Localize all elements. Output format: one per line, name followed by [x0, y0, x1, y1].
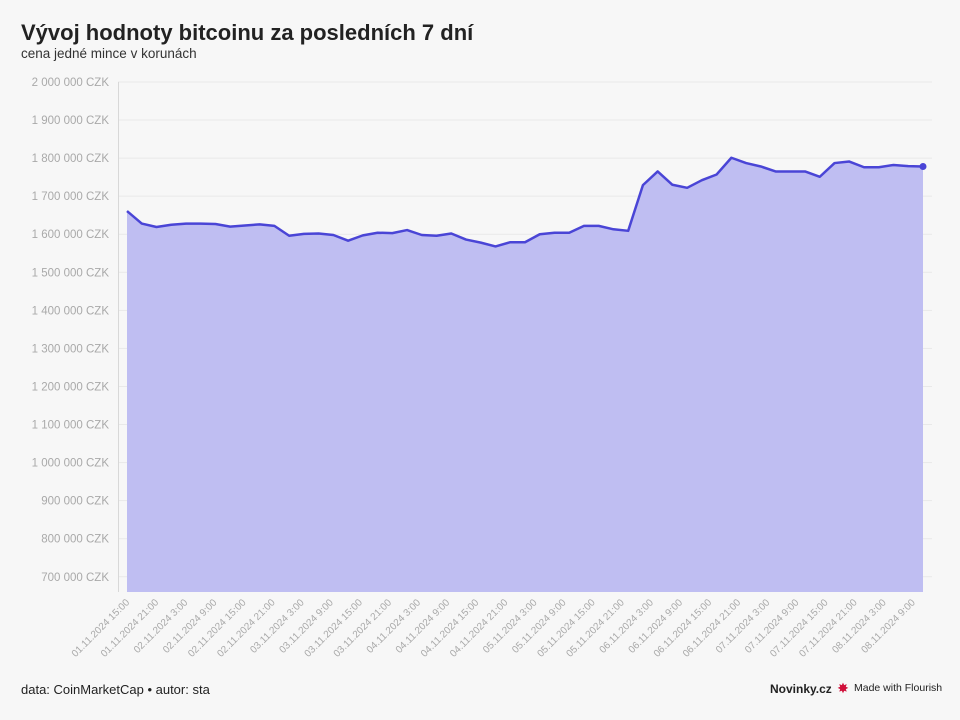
source-credit: data: CoinMarketCap • autor: sta	[21, 682, 210, 697]
brand-link[interactable]: Novinky.cz	[770, 682, 832, 696]
y-tick-label: 1 800 000 CZK	[32, 153, 110, 165]
data-point[interactable]	[919, 162, 927, 170]
y-tick-label: 1 100 000 CZK	[32, 420, 110, 432]
y-tick-label: 1 700 000 CZK	[32, 191, 110, 203]
y-tick-label: 1 900 000 CZK	[32, 115, 110, 127]
plot-area	[126, 156, 927, 592]
y-tick-label: 1 400 000 CZK	[32, 305, 110, 317]
y-tick-label: 900 000 CZK	[41, 496, 109, 508]
chart-subtitle: cena jedné mince v korunách	[21, 46, 197, 61]
y-axis: 700 000 CZK 800 000 CZK 900 000 CZK 1 000 0…	[32, 77, 110, 584]
y-tick-label: 2 000 000 CZK	[32, 77, 110, 89]
chart-title: Vývoj hodnoty bitcoinu za posledních 7 d…	[21, 20, 474, 45]
x-tick-label: 08.11.2024 9:00	[859, 597, 918, 656]
flourish-logo-icon: ✸	[837, 680, 849, 696]
series-area	[127, 157, 923, 592]
y-tick-label: 1 300 000 CZK	[32, 343, 110, 355]
y-tick-label: 1 500 000 CZK	[32, 267, 110, 279]
y-tick-label: 700 000 CZK	[41, 572, 109, 584]
made-with-label: Made with Flourish	[854, 682, 943, 694]
y-tick-label: 1 600 000 CZK	[32, 229, 110, 241]
y-tick-label: 1 200 000 CZK	[32, 381, 110, 393]
series-line	[126, 156, 924, 248]
y-tick-label: 1 000 000 CZK	[32, 458, 110, 470]
made-with-flourish[interactable]: ✸ Made with Flourish	[836, 680, 942, 696]
y-tick-label: 800 000 CZK	[41, 534, 109, 546]
